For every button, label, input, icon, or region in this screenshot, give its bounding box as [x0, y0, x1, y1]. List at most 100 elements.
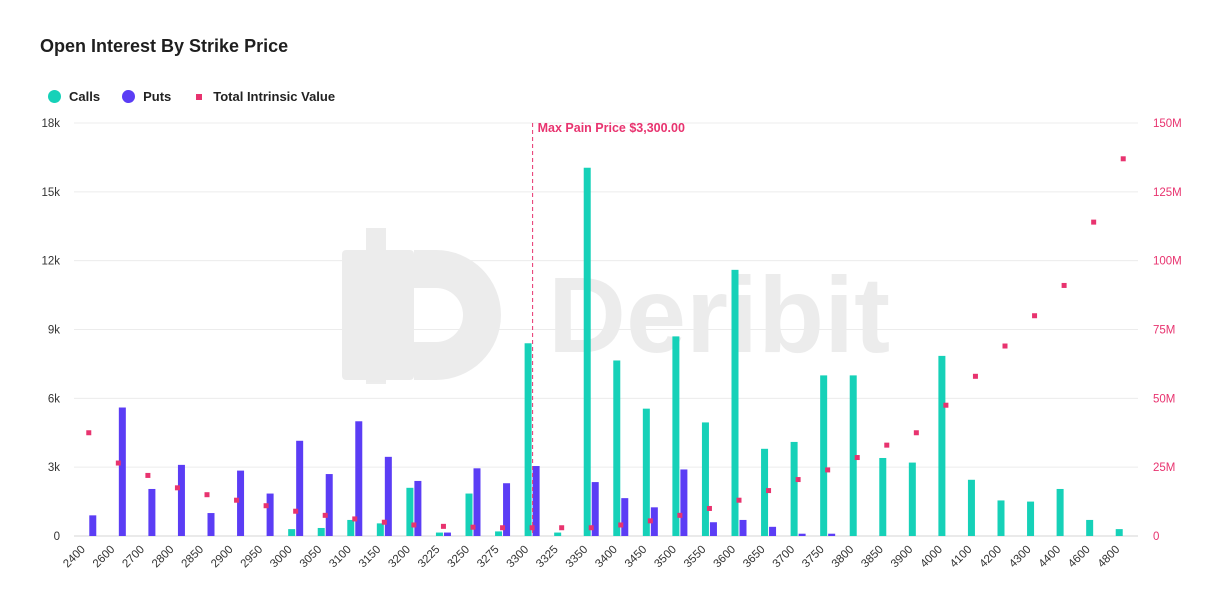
puts-bar — [739, 519, 747, 536]
legend-calls-label: Calls — [69, 89, 101, 104]
calls-bar — [761, 448, 769, 536]
tiv-point — [234, 497, 240, 503]
x-tick-label: 3150 — [357, 544, 384, 571]
x-tick-label: 2950 — [239, 544, 266, 571]
x-tick-label: 4300 — [1007, 544, 1034, 571]
tiv-point — [795, 477, 801, 483]
tiv-point — [115, 460, 121, 466]
puts-bar — [384, 456, 392, 536]
puts-bar — [89, 515, 97, 536]
tiv-point — [293, 508, 299, 514]
puts-bar — [769, 526, 777, 536]
y-right-tick-label: 25M — [1153, 462, 1175, 474]
tiv-swatch — [196, 93, 203, 100]
tiv-point — [440, 523, 446, 529]
calls-bar — [997, 500, 1005, 536]
calls-bar — [1027, 501, 1035, 536]
tiv-point — [204, 492, 210, 498]
x-tick-label: 2800 — [150, 544, 177, 571]
puts-bar — [296, 440, 304, 536]
tiv-point — [529, 525, 535, 531]
y-left-tick-label: 15k — [41, 187, 60, 199]
x-tick-label: 3450 — [623, 544, 650, 571]
tiv-point — [1091, 219, 1097, 225]
puts-bar — [443, 532, 451, 536]
calls-bar — [465, 493, 473, 536]
deribit-watermark: Deribit — [342, 228, 890, 384]
x-tick-label: 3325 — [534, 544, 561, 571]
x-tick-label: 4200 — [978, 544, 1005, 571]
y-left-tick-label: 0 — [54, 531, 60, 543]
y-right-tick-label: 150M — [1153, 118, 1182, 130]
calls-bar — [1115, 529, 1123, 536]
x-tick-label: 2850 — [180, 544, 207, 571]
calls-bar — [967, 479, 975, 536]
puts-bar — [798, 533, 806, 536]
calls-bar — [938, 355, 946, 536]
x-tick-label: 4100 — [948, 544, 975, 571]
x-tick-label: 3225 — [416, 544, 443, 571]
puts-bar — [828, 533, 836, 536]
tiv-point — [352, 516, 358, 522]
tiv-point — [559, 525, 565, 531]
puts-bar — [148, 488, 156, 536]
puts-bar — [177, 464, 185, 536]
x-tick-label: 2700 — [120, 544, 147, 571]
tiv-point — [411, 522, 417, 528]
legend-puts-label: Puts — [143, 89, 172, 104]
y-left-tick-label: 18k — [41, 118, 60, 130]
puts-bar — [680, 469, 688, 536]
tiv-point — [677, 512, 683, 518]
tiv-point — [706, 505, 712, 511]
y-right-tick-label: 0 — [1153, 531, 1159, 543]
calls-bar — [613, 360, 621, 536]
x-tick-label: 3800 — [830, 544, 857, 571]
calls-swatch — [48, 90, 61, 103]
tiv-point — [618, 522, 624, 528]
y-right-tick-label: 75M — [1153, 325, 1175, 337]
tiv-point — [913, 430, 919, 436]
x-tick-label: 3400 — [593, 544, 620, 571]
tiv-point — [1061, 282, 1067, 288]
x-tick-label: 3650 — [741, 544, 768, 571]
tiv-point — [972, 373, 978, 379]
y-right-tick-label: 100M — [1153, 256, 1182, 268]
x-tick-label: 3300 — [505, 544, 532, 571]
x-tick-label: 3500 — [652, 544, 679, 571]
x-tick-label: 3700 — [771, 544, 798, 571]
puts-bar — [237, 470, 245, 536]
x-tick-label: 2400 — [61, 544, 88, 571]
calls-bar — [524, 343, 532, 536]
y-right-tick-label: 125M — [1153, 187, 1182, 199]
tiv-point — [500, 525, 506, 531]
calls-bar — [317, 527, 325, 536]
tiv-point — [647, 518, 653, 524]
calls-bar — [642, 408, 650, 536]
calls-bar — [495, 531, 503, 536]
max-pain-label: Max Pain Price $3,300.00 — [538, 121, 685, 135]
x-tick-label: 3250 — [446, 544, 473, 571]
puts-bar — [207, 513, 215, 536]
legend-tiv[interactable]: Total Intrinsic Value — [193, 89, 335, 104]
x-tick-label: 4600 — [1066, 544, 1093, 571]
legend-puts[interactable]: Puts — [122, 89, 171, 104]
x-tick-label: 4000 — [918, 544, 945, 571]
calls-bar — [790, 441, 798, 536]
puts-bar — [266, 493, 274, 536]
y-left-tick-label: 12k — [41, 256, 60, 268]
calls-bar — [849, 375, 857, 536]
calls-bar — [701, 422, 709, 536]
puts-bar — [650, 507, 658, 536]
x-tick-label: 3350 — [564, 544, 591, 571]
y-left-tick-label: 3k — [48, 462, 60, 474]
x-tick-label: 4400 — [1037, 544, 1064, 571]
x-tick-label: 3850 — [859, 544, 886, 571]
legend-calls[interactable]: Calls — [48, 89, 100, 104]
y-left-tick-label: 9k — [48, 325, 60, 337]
tiv-point — [1032, 313, 1038, 319]
tiv-point — [263, 503, 269, 509]
puts-bar — [325, 474, 333, 536]
puts-bar — [709, 522, 717, 536]
calls-bar — [879, 457, 887, 536]
